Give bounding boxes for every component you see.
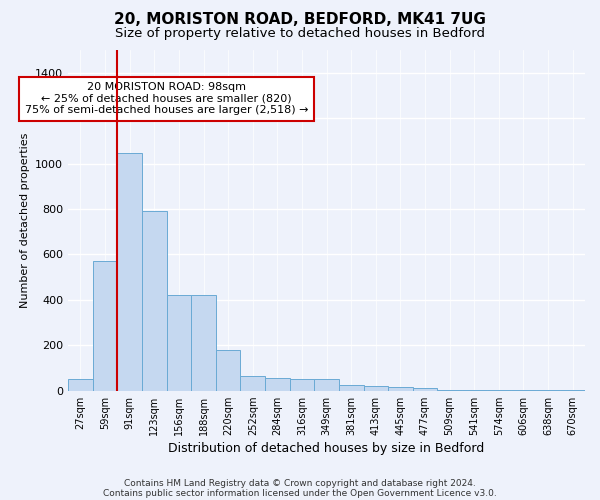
Bar [241, 376, 265, 390]
Bar [167, 296, 191, 390]
Text: 20 MORISTON ROAD: 98sqm
← 25% of detached houses are smaller (820)
75% of semi-d: 20 MORISTON ROAD: 98sqm ← 25% of detache… [25, 82, 308, 116]
Text: Contains public sector information licensed under the Open Government Licence v3: Contains public sector information licen… [103, 488, 497, 498]
Y-axis label: Number of detached properties: Number of detached properties [20, 132, 29, 308]
Bar [314, 380, 339, 390]
Bar [191, 296, 216, 390]
Bar [339, 385, 364, 390]
Bar [93, 261, 118, 390]
Text: Size of property relative to detached houses in Bedford: Size of property relative to detached ho… [115, 28, 485, 40]
Bar [364, 386, 388, 390]
Text: 20, MORISTON ROAD, BEDFORD, MK41 7UG: 20, MORISTON ROAD, BEDFORD, MK41 7UG [114, 12, 486, 28]
Bar [142, 212, 167, 390]
Bar [68, 380, 93, 390]
Bar [118, 154, 142, 390]
Text: Contains HM Land Registry data © Crown copyright and database right 2024.: Contains HM Land Registry data © Crown c… [124, 478, 476, 488]
Bar [388, 388, 413, 390]
Bar [216, 350, 241, 391]
Bar [265, 378, 290, 390]
Bar [290, 380, 314, 390]
Bar [413, 388, 437, 390]
X-axis label: Distribution of detached houses by size in Bedford: Distribution of detached houses by size … [169, 442, 485, 455]
